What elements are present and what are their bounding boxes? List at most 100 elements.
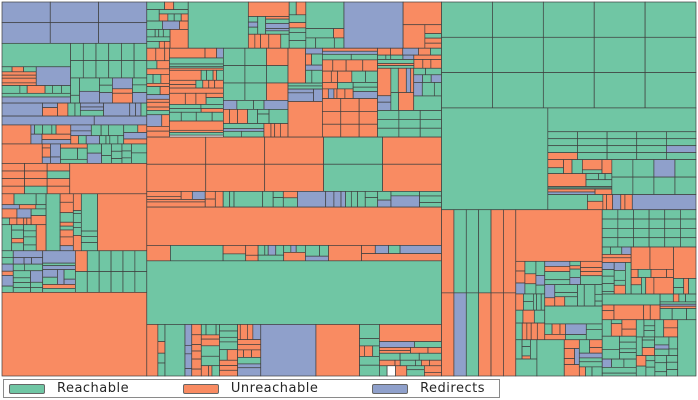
treemap-cell [99,135,107,145]
treemap-cell [515,358,538,377]
treemap-cell [11,229,25,239]
treemap-cell [157,324,166,342]
treemap-cell [636,152,667,160]
treemap-cell [686,308,697,321]
treemap-cell [441,72,493,109]
treemap-cell [663,327,679,338]
treemap-cell [123,138,148,145]
treemap-cell [169,108,202,113]
treemap-cell [1,77,37,84]
treemap-cell [340,191,346,208]
treemap-cell [654,362,668,373]
treemap-cell [361,253,442,262]
treemap-cell [337,82,354,90]
treemap-cell [247,324,254,340]
treemap-cell [668,348,679,356]
treemap-cell [524,283,537,295]
treemap-cell [80,193,98,232]
treemap-cell [237,109,248,124]
treemap-cell [191,191,206,200]
treemap-cell [30,281,44,288]
treemap-cell [86,250,100,272]
treemap-cell [223,65,246,84]
treemap-cell [526,322,532,341]
treemap-cell [112,88,133,94]
treemap-cell [602,194,607,211]
treemap-cell [108,124,125,137]
treemap-cell [379,352,401,361]
treemap-cell [219,336,239,343]
treemap-cell [16,217,25,226]
treemap-cell [50,143,61,158]
treemap-cell [264,245,269,256]
treemap-cell [424,42,442,49]
treemap-cell [322,98,342,112]
treemap-cell [263,100,289,110]
treemap-cell [322,88,329,99]
treemap-cell [406,365,425,371]
treemap-cell [359,356,380,366]
treemap-cell [580,260,603,268]
treemap-cell [169,84,197,89]
treemap-cell [204,47,218,59]
treemap-cell [385,54,392,60]
treemap-cell [613,304,645,321]
treemap-cell [63,269,76,280]
treemap-cell [377,191,392,201]
treemap-cell [585,329,603,341]
treemap-cell [42,288,76,293]
treemap-cell [601,228,619,239]
treemap-cell [453,209,467,294]
treemap-cell [578,366,586,377]
treemap-cell [257,113,270,124]
treemap-cell [169,57,224,65]
treemap-cell [606,145,638,153]
treemap-cell [503,209,517,294]
treemap-cell [372,345,380,357]
treemap-cell [41,139,72,145]
treemap-cell [633,228,650,239]
treemap-cell [1,85,21,94]
treemap-cell [305,47,323,55]
treemap-cell [223,130,242,138]
treemap-cell [264,136,324,165]
treemap-cell [70,130,92,137]
treemap-cell [352,91,378,99]
treemap-cell [663,319,679,329]
treemap-cell [31,257,44,265]
treemap-cell [379,350,411,354]
treemap-cell [542,36,595,73]
treemap-cell [563,364,580,377]
treemap-cell [30,215,47,226]
treemap-cell [340,111,360,125]
treemap-cell [254,33,261,49]
treemap-cell [184,92,197,105]
treemap-cell [674,159,697,178]
treemap-cell [654,344,670,350]
treemap-cell [61,85,71,94]
treemap-cell [374,245,389,254]
treemap-cell [465,292,480,377]
treemap-cell [666,355,679,363]
treemap-cell [305,245,320,257]
treemap-cell [237,349,244,358]
treemap-cell [133,42,148,61]
treemap-cell [50,156,61,164]
treemap-cell [257,16,267,35]
treemap-cell [350,191,358,208]
treemap-cell [547,173,587,187]
treemap-cell [18,204,37,210]
treemap-cell [1,250,14,258]
treemap-cell [9,217,18,226]
treemap-cell [244,47,267,66]
treemap-cell [554,284,578,293]
treemap-cell [262,191,274,208]
treemap-cell [57,269,65,285]
treemap-cell [191,344,202,352]
treemap-cell [59,201,74,214]
treemap-cell [315,37,335,49]
treemap-cell [78,135,87,145]
treemap-cell [11,224,25,231]
treemap-cell [205,163,266,192]
